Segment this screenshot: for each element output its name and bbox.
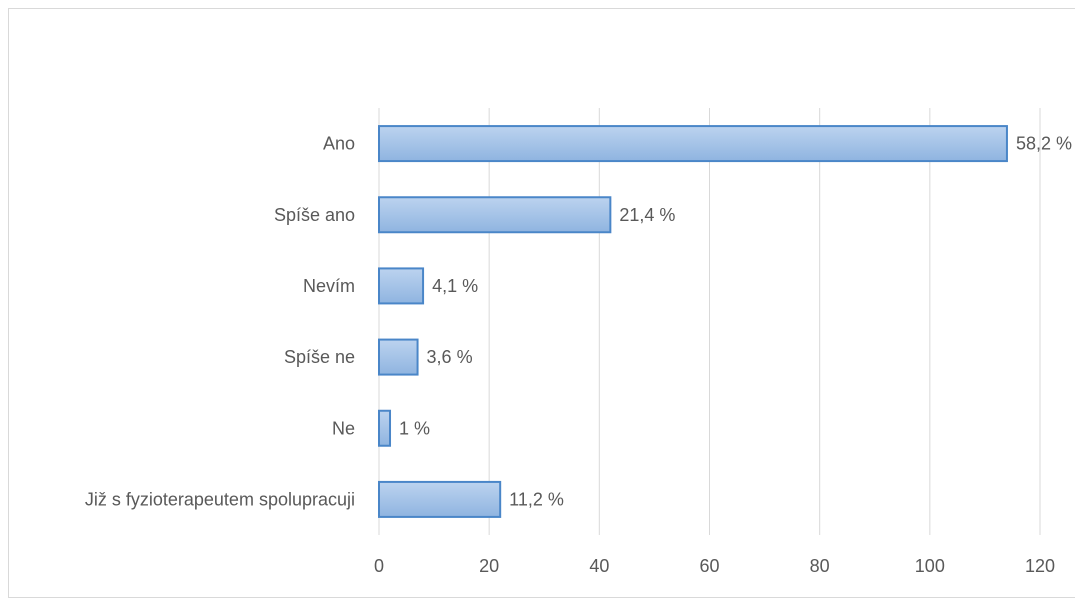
bar xyxy=(378,267,425,305)
category-label: Již s fyzioterapeutem spolupracuji xyxy=(85,489,355,509)
category-label: Nevím xyxy=(303,276,355,296)
x-tick-label: 20 xyxy=(479,556,499,576)
x-tick-label: 80 xyxy=(810,556,830,576)
x-tick-label: 0 xyxy=(374,556,384,576)
bar xyxy=(378,338,419,376)
category-label: Spíše ano xyxy=(274,205,355,225)
data-label: 4,1 % xyxy=(432,276,478,296)
bar xyxy=(378,409,392,447)
data-label: 11,2 % xyxy=(509,489,564,509)
x-tick-label: 120 xyxy=(1025,556,1055,576)
x-tick-label: 40 xyxy=(589,556,609,576)
data-label: 58,2 % xyxy=(1016,134,1072,154)
bar xyxy=(378,125,1008,163)
category-label: Ano xyxy=(323,134,355,154)
bars xyxy=(378,125,1008,518)
labels: 0 20 40 60 80 100 120 Ano 58,2 % Spíše ano 21,4 % N… xyxy=(85,134,1072,576)
data-label: 3,6 % xyxy=(427,347,473,367)
data-label: 1 % xyxy=(399,418,430,438)
x-tick-label: 60 xyxy=(699,556,719,576)
x-tick-label: 100 xyxy=(915,556,945,576)
gridlines xyxy=(378,108,1041,535)
category-label: Ne xyxy=(332,418,355,438)
data-label: 21,4 % xyxy=(619,205,675,225)
category-label: Spíše ne xyxy=(284,347,355,367)
bar xyxy=(378,480,502,518)
bar xyxy=(378,196,612,234)
